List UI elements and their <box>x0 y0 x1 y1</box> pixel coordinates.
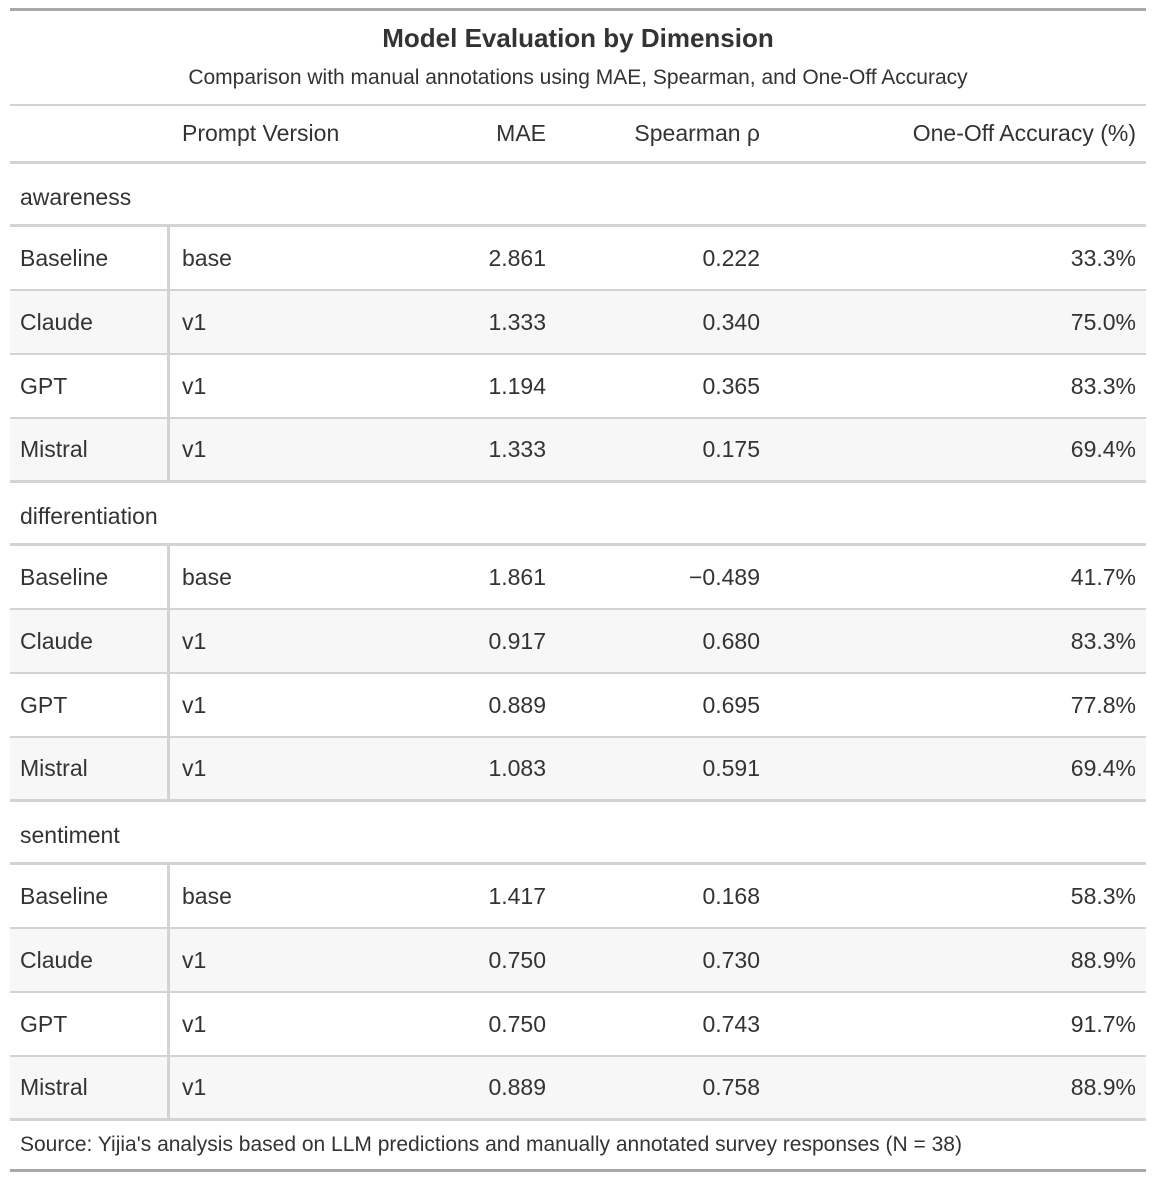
group-row-1: differentiation <box>10 483 1146 546</box>
mae-cell: 0.889 <box>488 691 546 718</box>
model-cell: Mistral <box>10 419 170 480</box>
mae-cell: 1.194 <box>488 372 546 399</box>
table-row: Claude v1 1.333 0.340 75.0% <box>10 291 1146 355</box>
column-header-accuracy: One-Off Accuracy (%) <box>912 120 1136 146</box>
group-row-0: awareness <box>10 164 1146 227</box>
group-label: sentiment <box>20 822 120 848</box>
accuracy-cell: 33.3% <box>1070 244 1136 271</box>
prompt-version-cell: v1 <box>182 436 207 462</box>
accuracy-cell: 88.9% <box>1070 1074 1136 1100</box>
prompt-version-cell: v1 <box>182 691 207 718</box>
table-row: Mistral v1 0.889 0.758 88.9% <box>10 1057 1146 1121</box>
table-row: Baseline base 2.861 0.222 33.3% <box>10 227 1146 291</box>
table-row: GPT v1 0.750 0.743 91.7% <box>10 993 1146 1057</box>
mae-cell: 0.750 <box>488 946 546 973</box>
mae-cell: 2.861 <box>488 244 546 271</box>
accuracy-cell: 77.8% <box>1070 691 1136 718</box>
prompt-version-cell: base <box>182 244 232 271</box>
mae-cell: 1.333 <box>488 436 546 462</box>
prompt-version-cell: v1 <box>182 1074 207 1100</box>
column-header-spearman: Spearman ρ <box>634 120 760 146</box>
model-cell: Claude <box>10 929 170 991</box>
table-row: Claude v1 0.750 0.730 88.9% <box>10 929 1146 993</box>
accuracy-cell: 91.7% <box>1070 1010 1136 1037</box>
prompt-version-cell: v1 <box>182 372 207 399</box>
table-row: Baseline base 1.417 0.168 58.3% <box>10 865 1146 929</box>
mae-cell: 0.750 <box>488 1010 546 1037</box>
group-label: differentiation <box>20 503 158 529</box>
model-cell: Mistral <box>10 1057 170 1118</box>
group-label: awareness <box>20 184 132 210</box>
spearman-cell: 0.222 <box>702 244 760 271</box>
column-header-row: Prompt Version MAE Spearman ρ One-Off Ac… <box>10 106 1146 161</box>
prompt-version-cell: v1 <box>182 308 207 335</box>
evaluation-table: Model Evaluation by Dimension Comparison… <box>10 8 1146 1172</box>
table-row: GPT v1 0.889 0.695 77.8% <box>10 674 1146 738</box>
column-header-prompt-version: Prompt Version <box>182 120 340 146</box>
model-cell: Claude <box>10 291 170 353</box>
spearman-cell: 0.175 <box>702 436 760 462</box>
mae-cell: 0.917 <box>488 627 546 654</box>
spearman-cell: −0.489 <box>689 563 760 590</box>
prompt-version-cell: base <box>182 882 232 909</box>
accuracy-cell: 75.0% <box>1070 308 1136 335</box>
table-row: GPT v1 1.194 0.365 83.3% <box>10 355 1146 419</box>
accuracy-cell: 69.4% <box>1070 436 1136 462</box>
prompt-version-cell: base <box>182 563 232 590</box>
spearman-cell: 0.680 <box>702 627 760 654</box>
mae-cell: 0.889 <box>488 1074 546 1100</box>
top-rule <box>10 8 1146 11</box>
column-header-mae: MAE <box>496 120 546 146</box>
mae-cell: 1.417 <box>488 882 546 909</box>
accuracy-cell: 83.3% <box>1070 372 1136 399</box>
model-cell: Baseline <box>10 227 170 289</box>
mae-cell: 1.861 <box>488 563 546 590</box>
spearman-cell: 0.168 <box>702 882 760 909</box>
group-row-2: sentiment <box>10 802 1146 865</box>
table-row: Mistral v1 1.333 0.175 69.4% <box>10 419 1146 483</box>
column-header-divider <box>10 161 1146 164</box>
accuracy-cell: 88.9% <box>1070 946 1136 973</box>
prompt-version-cell: v1 <box>182 627 207 654</box>
prompt-version-cell: v1 <box>182 1010 207 1037</box>
table-row: Baseline base 1.861 −0.489 41.7% <box>10 546 1146 610</box>
accuracy-cell: 58.3% <box>1070 882 1136 909</box>
model-cell: Mistral <box>10 738 170 799</box>
source-note: Source: Yijia's analysis based on LLM pr… <box>20 1133 962 1156</box>
mae-cell: 1.333 <box>488 308 546 335</box>
spearman-cell: 0.591 <box>702 755 760 781</box>
mae-cell: 1.083 <box>488 755 546 781</box>
table-title: Model Evaluation by Dimension <box>382 23 774 53</box>
spearman-cell: 0.743 <box>702 1010 760 1037</box>
spearman-cell: 0.758 <box>702 1074 760 1100</box>
table-subtitle: Comparison with manual annotations using… <box>188 66 968 89</box>
bottom-rule <box>10 1169 1146 1172</box>
model-cell: Baseline <box>10 546 170 608</box>
accuracy-cell: 41.7% <box>1070 563 1136 590</box>
table-row: Claude v1 0.917 0.680 83.3% <box>10 610 1146 674</box>
spearman-cell: 0.695 <box>702 691 760 718</box>
model-cell: Baseline <box>10 865 170 927</box>
model-cell: GPT <box>10 674 170 736</box>
table-body: awareness Baseline base 2.861 0.222 33.3% Clau… <box>10 164 1146 1121</box>
spearman-cell: 0.730 <box>702 946 760 973</box>
accuracy-cell: 69.4% <box>1070 755 1136 781</box>
spearman-cell: 0.365 <box>702 372 760 399</box>
accuracy-cell: 83.3% <box>1070 627 1136 654</box>
spearman-cell: 0.340 <box>702 308 760 335</box>
model-cell: GPT <box>10 993 170 1055</box>
prompt-version-cell: v1 <box>182 946 207 973</box>
model-cell: GPT <box>10 355 170 417</box>
model-cell: Claude <box>10 610 170 672</box>
prompt-version-cell: v1 <box>182 755 207 781</box>
table-row: Mistral v1 1.083 0.591 69.4% <box>10 738 1146 802</box>
header-divider <box>10 104 1146 106</box>
